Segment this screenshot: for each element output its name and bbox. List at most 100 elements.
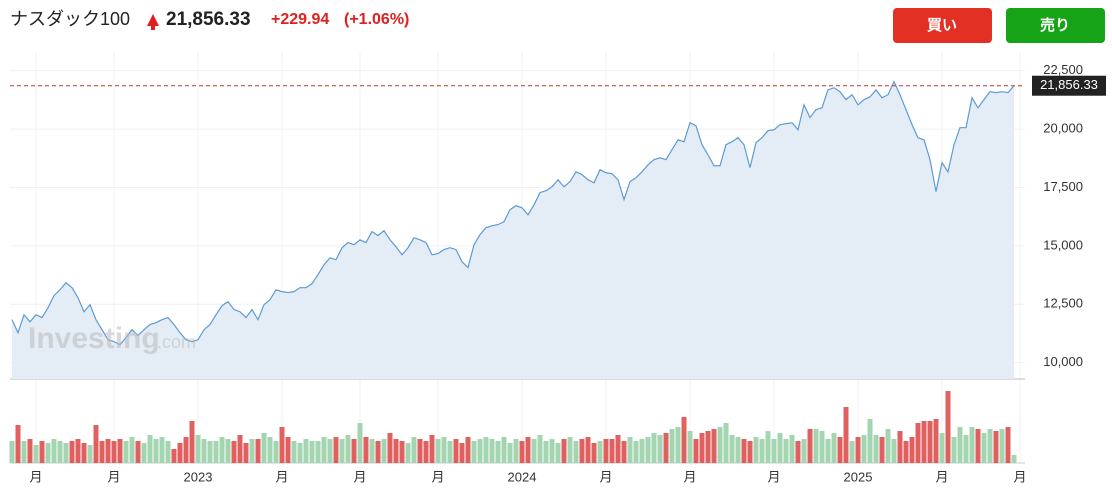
x-tick-label: 月: [353, 469, 366, 484]
volume-bar: [363, 437, 369, 463]
volume-bar: [879, 437, 885, 463]
volume-bar: [51, 439, 57, 463]
volume-bar: [123, 441, 129, 463]
y-tick-label: 10,000: [1043, 354, 1083, 369]
volume-bar: [747, 441, 753, 463]
volume-bar: [993, 431, 999, 463]
x-tick-label: 2024: [508, 469, 537, 484]
volume-bar: [633, 441, 639, 463]
volume-bar: [285, 437, 291, 463]
volume-bar: [663, 433, 669, 463]
volume-bar: [603, 439, 609, 463]
up-arrow: [147, 14, 159, 30]
volume-bar: [429, 435, 435, 463]
volume-bar: [729, 435, 735, 463]
volume-bar: [231, 441, 237, 463]
volume-bar: [411, 437, 417, 463]
x-tick-label: 2025: [844, 469, 873, 484]
volume-bar: [759, 439, 765, 463]
volume-bar: [963, 435, 969, 463]
volume-bar: [903, 441, 909, 463]
volume-bar: [351, 439, 357, 463]
buy-button[interactable]: 買い: [893, 8, 992, 43]
x-tick-label: 2023: [184, 469, 213, 484]
volume-bar: [45, 443, 51, 463]
volume-bar: [15, 425, 21, 463]
volume-bar: [645, 437, 651, 463]
volume-bar: [195, 435, 201, 463]
volume-bar: [573, 441, 579, 463]
volume-bar: [831, 433, 837, 463]
volume-bar: [165, 441, 171, 463]
volume-bar: [129, 437, 135, 463]
volume-bar: [951, 437, 957, 463]
volume-bar: [441, 437, 447, 463]
volume-bar: [867, 419, 873, 463]
sell-label[interactable]: 売り: [1040, 16, 1070, 34]
volume-bar: [207, 441, 213, 463]
volume-bar: [273, 441, 279, 463]
volume-bar: [435, 439, 441, 463]
volume-bar: [711, 429, 717, 463]
volume-bar: [333, 437, 339, 463]
volume-bar: [591, 443, 597, 463]
volume-bar: [669, 429, 675, 463]
y-tick-label: 22,500: [1043, 62, 1083, 77]
volume-bar: [891, 439, 897, 463]
x-tick-label: 月: [767, 469, 780, 484]
volume-bar: [33, 445, 39, 463]
volume-bar: [543, 441, 549, 463]
volume-bar: [237, 435, 243, 463]
volume-bar: [255, 439, 261, 463]
volume-bar: [651, 433, 657, 463]
volume-bar: [327, 439, 333, 463]
volume-bar: [315, 441, 321, 463]
x-tick-label: 月: [683, 469, 696, 484]
volume-bar: [219, 437, 225, 463]
y-tick-label: 15,000: [1043, 237, 1083, 252]
volume-bar: [519, 441, 525, 463]
volume-bar: [825, 439, 831, 463]
buy-button-bg[interactable]: [893, 8, 992, 43]
y-tick-label: 17,500: [1043, 179, 1083, 194]
volume-bar: [375, 441, 381, 463]
volume-bar: [615, 435, 621, 463]
last-price: 21,856.33: [166, 9, 251, 30]
volume-bar: [687, 431, 693, 463]
y-tick-label: 12,500: [1043, 296, 1083, 311]
volume-bar: [627, 437, 633, 463]
volume-bar: [693, 439, 699, 463]
volume-bar: [957, 427, 963, 463]
x-tick-label: 月: [107, 469, 120, 484]
volume-bar: [531, 439, 537, 463]
volume-bar: [63, 443, 69, 463]
buy-label[interactable]: 買い: [927, 17, 957, 34]
volume-bar: [183, 437, 189, 463]
volume-bar: [309, 441, 315, 463]
volume-bar: [861, 435, 867, 463]
volume-bar: [417, 439, 423, 463]
volume-bar: [345, 435, 351, 463]
volume-bar: [969, 427, 975, 463]
volume-bar: [885, 429, 891, 463]
volume-bar: [999, 429, 1005, 463]
volume-bar: [117, 439, 123, 463]
volume-bar: [801, 439, 807, 463]
volume-bar: [339, 439, 345, 463]
volume-bar: [927, 421, 933, 463]
sell-button-bg[interactable]: [1006, 8, 1105, 43]
volume-bar: [987, 429, 993, 463]
volume-bar: [387, 433, 393, 463]
volume-bar: [297, 443, 303, 463]
volume-bar: [639, 439, 645, 463]
volume-bar: [837, 437, 843, 463]
volume-bar: [501, 437, 507, 463]
sell-button[interactable]: 売り: [1006, 8, 1105, 43]
volume-bar: [549, 439, 555, 463]
volume-bar: [741, 439, 747, 463]
volume-bar: [57, 441, 63, 463]
volume-bar: [813, 429, 819, 463]
volume-bar: [855, 437, 861, 463]
volume-bar: [909, 437, 915, 463]
volume-bar: [819, 431, 825, 463]
